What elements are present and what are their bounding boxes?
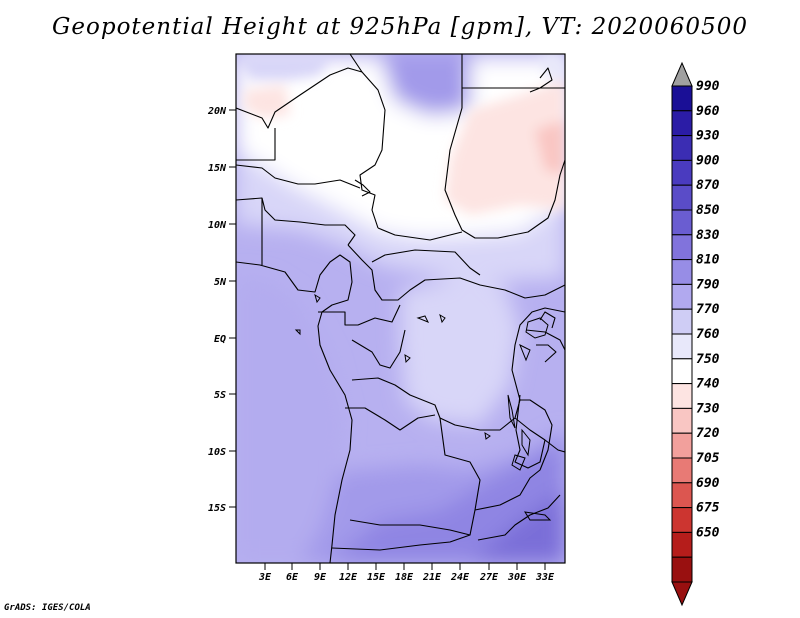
- colorbar-swatch: [671, 556, 693, 583]
- lon-label: 9E: [314, 572, 327, 583]
- colorbar-label: 990: [696, 79, 720, 94]
- colorbar-swatch: [671, 482, 693, 509]
- colorbar-swatch: [671, 308, 693, 335]
- colorbar-label: 705: [696, 451, 720, 466]
- colorbar-swatch: [671, 457, 693, 484]
- map-title: Geopotential Height at 925hPa [gpm], VT:…: [52, 14, 748, 40]
- country-borders: [236, 54, 565, 563]
- colorbar-label: 900: [696, 153, 720, 168]
- colorbar-label: 830: [696, 228, 720, 243]
- colorbar-label: 650: [696, 525, 720, 540]
- colorbar-swatch: [671, 333, 693, 360]
- longitude-axis: 3E 6E 9E 12E 15E 18E 21E 24E 27E 30E 33E: [258, 563, 555, 583]
- colorbar-swatch: [671, 432, 693, 459]
- lat-label: 5N: [214, 277, 227, 288]
- colorbar-label: 870: [696, 178, 720, 193]
- lon-label: 27E: [479, 572, 499, 583]
- colorbar-swatch: [671, 209, 693, 236]
- colorbar-label: 760: [696, 327, 720, 342]
- height-field: [236, 54, 565, 563]
- colorbar-label: 740: [696, 377, 720, 392]
- lon-label: 15E: [367, 572, 386, 583]
- colorbar-label: 960: [696, 104, 720, 119]
- plot-frame: [235, 53, 566, 564]
- lon-label: 12E: [339, 572, 358, 583]
- colorbar-label: 690: [696, 476, 720, 491]
- lon-label: 6E: [286, 572, 299, 583]
- colorbar-swatch: [671, 110, 693, 137]
- colorbar-label: 675: [696, 501, 720, 516]
- colorbar-label: 730: [696, 401, 720, 416]
- colorbar-swatch: [671, 507, 693, 533]
- colorbar-label: 720: [696, 426, 720, 441]
- colorbar-label: 810: [696, 253, 720, 268]
- lat-label: 15N: [208, 163, 227, 174]
- lon-label: 24E: [450, 572, 470, 583]
- colorbar-swatch: [671, 531, 693, 558]
- lon-label: 33E: [535, 572, 555, 583]
- lat-label: 10S: [208, 447, 226, 458]
- colorbar-label: 930: [696, 129, 720, 144]
- colorbar-swatch: [671, 159, 693, 186]
- colorbar-swatch: [671, 259, 693, 285]
- colorbar-label: 770: [696, 302, 720, 317]
- lat-label: 15S: [208, 503, 226, 514]
- colorbar-swatch: [671, 184, 693, 211]
- colorbar-swatch: [671, 85, 693, 112]
- colorbar-swatch: [671, 283, 693, 310]
- lat-label: 20N: [207, 106, 227, 117]
- colorbar-swatch: [671, 407, 693, 434]
- colorbar-swatch: [671, 383, 693, 409]
- lon-label: 18E: [395, 572, 414, 583]
- colorbar-swatch: [671, 358, 693, 385]
- lon-label: 30E: [507, 572, 527, 583]
- colorbar-label: 790: [696, 277, 720, 292]
- colorbar-top-arrow: [671, 61, 693, 87]
- colorbar-label: 850: [696, 203, 720, 218]
- colorbar-swatch: [671, 234, 693, 261]
- lat-label: 10N: [208, 220, 227, 231]
- colorbar-label: 750: [696, 352, 720, 367]
- latitude-axis: 20N 15N 10N 5N EQ 5S 10S 15S: [207, 106, 236, 514]
- colorbar-bottom-arrow: [671, 581, 693, 607]
- grads-credit: GrADS: IGES/COLA: [4, 603, 91, 613]
- colorbar-legend: 990 960 930 900 870 850 830 810 790 770 760 750 740 7…: [671, 61, 720, 607]
- lon-label: 21E: [422, 572, 442, 583]
- colorbar-swatch: [671, 135, 693, 161]
- lat-label: 5S: [214, 390, 226, 401]
- lat-label: EQ: [214, 334, 226, 345]
- lakes: [294, 293, 552, 521]
- lon-label: 3E: [258, 572, 272, 583]
